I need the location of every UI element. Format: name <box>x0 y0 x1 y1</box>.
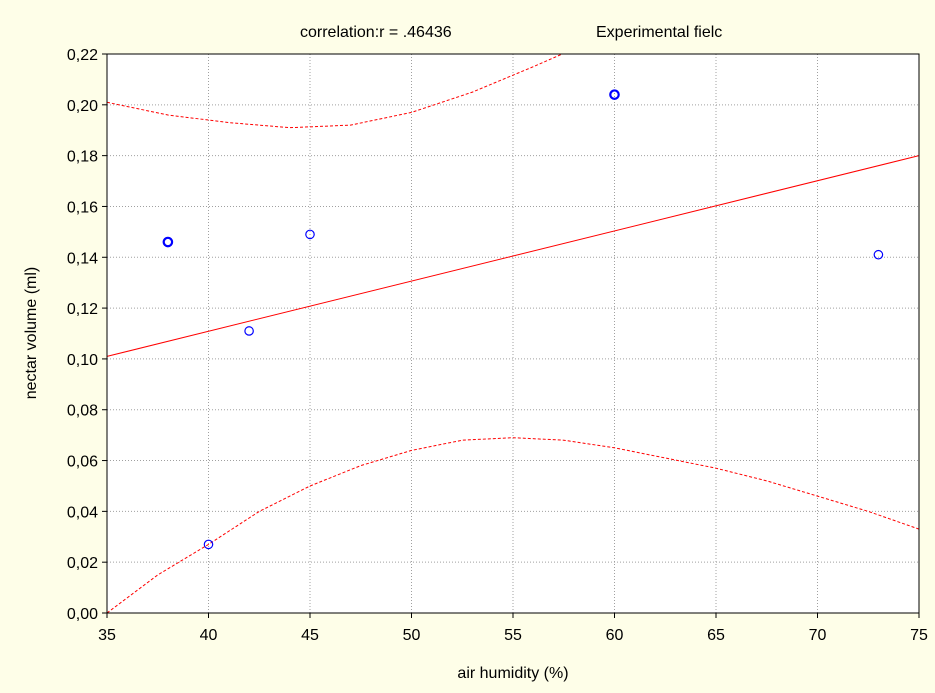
y-tick-label: 0,10 <box>67 352 98 369</box>
y-tick-label: 0,18 <box>67 149 98 166</box>
x-axis: 35 40 45 50 55 60 65 70 75 <box>98 613 928 644</box>
regression-layer <box>106 155 920 357</box>
data-point <box>305 229 315 240</box>
data-point <box>162 236 174 248</box>
data-point <box>609 89 620 100</box>
y-tick-label: 0,16 <box>67 199 98 216</box>
y-tick-label: 0,14 <box>67 250 98 267</box>
y-axis-label: nectar volume (ml) <box>23 267 40 399</box>
x-tick-label: 60 <box>606 627 624 644</box>
x-tick-label: 35 <box>98 627 116 644</box>
x-tick-label: 65 <box>707 627 725 644</box>
y-tick-label: 0,20 <box>67 98 98 115</box>
chart-title-left: correlation:r = .46436 <box>300 24 452 41</box>
y-tick-label: 0,06 <box>67 454 98 471</box>
points-layer <box>162 89 884 550</box>
chart-title-right: Experimental fielc <box>596 24 722 41</box>
x-tick-label: 50 <box>403 627 421 644</box>
x-axis-label: air humidity (%) <box>457 665 568 682</box>
y-tick-label: 0,22 <box>67 47 98 64</box>
y-axis: 0,00 0,02 0,04 0,06 0,08 0,10 0,12 0,14 0,16 0,18… <box>67 47 107 623</box>
y-tick-label: 0,04 <box>67 504 98 521</box>
data-point <box>873 249 884 260</box>
regression-line <box>106 155 920 357</box>
y-tick-label: 0,08 <box>67 403 98 420</box>
grid-layer <box>107 54 919 613</box>
x-tick-label: 55 <box>504 627 522 644</box>
y-tick-label: 0,02 <box>67 555 98 572</box>
x-tick-label: 75 <box>910 627 928 644</box>
y-tick-label: 0,00 <box>67 606 98 623</box>
data-point <box>203 539 214 550</box>
confidence-upper-curve <box>107 54 564 129</box>
x-tick-label: 40 <box>200 627 218 644</box>
x-tick-label: 70 <box>809 627 827 644</box>
confidence-lower-curve <box>107 437 919 613</box>
confidence-band-layer <box>107 54 919 613</box>
x-tick-label: 45 <box>301 627 319 644</box>
data-point <box>244 326 254 336</box>
y-tick-label: 0,12 <box>67 301 98 318</box>
